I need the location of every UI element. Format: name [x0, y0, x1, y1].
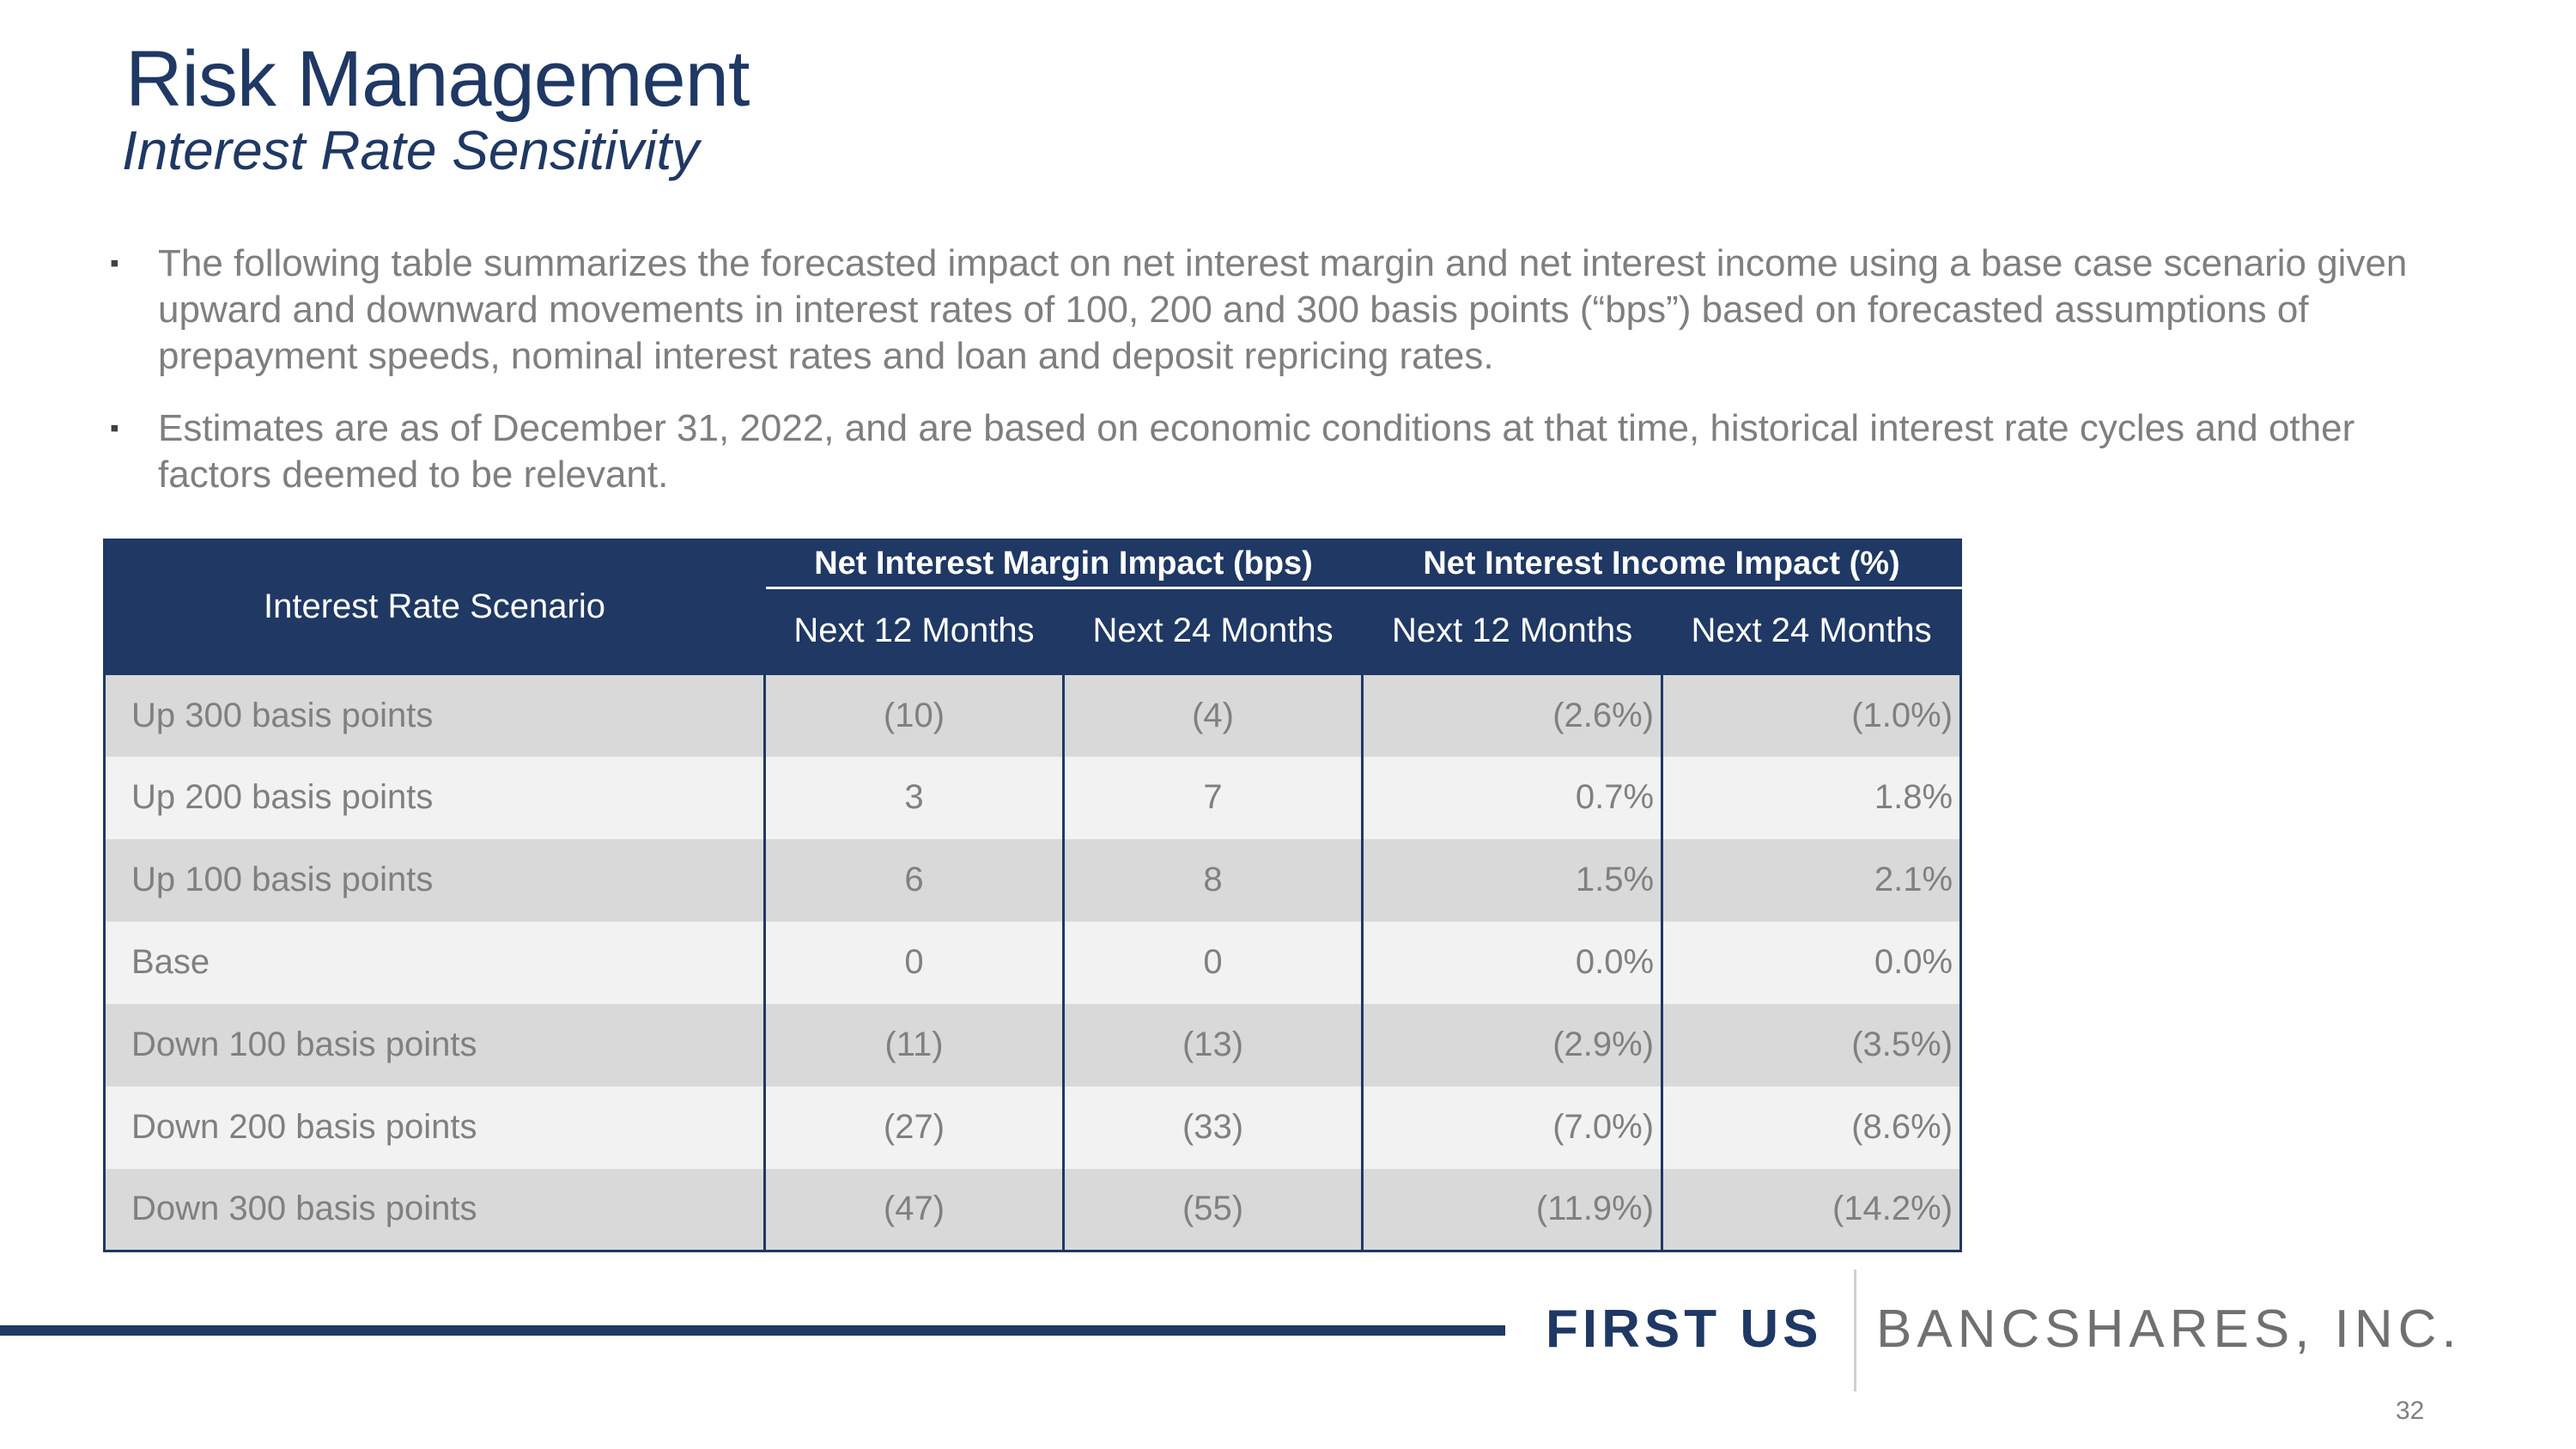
value-cell: 1.8% — [1661, 756, 1963, 839]
nii-group-header: Net Interest Income Impact (%) — [1361, 539, 1963, 589]
scenario-cell: Up 200 basis points — [103, 756, 765, 839]
value-cell: (11) — [763, 1003, 1064, 1087]
table-row: Base 0 0 0.0% 0.0% — [103, 921, 1963, 1004]
value-cell: (1.0%) — [1661, 673, 1963, 757]
table-row: Down 300 basis points (47) (55) (11.9%) (14.… — [103, 1168, 1963, 1252]
bullet-text: Estimates are as of December 31, 2022, a… — [158, 407, 2355, 496]
bullet-item: ▪ Estimates are as of December 31, 2022, … — [110, 405, 2428, 498]
column-header: Next 24 Months — [1061, 587, 1364, 675]
value-cell: (2.9%) — [1361, 1003, 1662, 1087]
table-row: Down 100 basis points (11) (13) (2.9%) (3.5%… — [103, 1003, 1963, 1087]
value-cell: (33) — [1061, 1086, 1363, 1169]
page-subtitle: Interest Rate Sensitivity — [122, 119, 700, 181]
scenario-cell: Up 100 basis points — [103, 838, 765, 922]
table-row: Down 200 basis points (27) (33) (7.0%) (8.6%… — [103, 1086, 1963, 1169]
scenario-cell: Down 100 basis points — [103, 1003, 765, 1087]
nim-group-header: Net Interest Margin Impact (bps) — [762, 539, 1364, 589]
value-cell: 7 — [1061, 756, 1363, 839]
value-cell: 8 — [1061, 838, 1363, 922]
value-cell: (10) — [763, 673, 1064, 757]
bullet-list: ▪ The following table summarizes the fore… — [110, 240, 2428, 524]
bullet-text: The following table summarizes the forec… — [158, 242, 2408, 377]
scenario-header: Interest Rate Scenario — [103, 539, 766, 675]
bullet-item: ▪ The following table summarizes the fore… — [110, 240, 2428, 380]
value-cell: (27) — [763, 1086, 1064, 1169]
column-header: Next 12 Months — [763, 587, 1065, 675]
value-cell: (3.5%) — [1661, 1003, 1963, 1087]
table-row: Up 200 basis points 3 7 0.7% 1.8% — [103, 756, 1963, 839]
value-cell: (7.0%) — [1361, 1086, 1662, 1169]
scenario-cell: Down 200 basis points — [103, 1086, 765, 1169]
value-cell: (55) — [1061, 1168, 1363, 1252]
value-cell: (2.6%) — [1361, 673, 1662, 757]
value-cell: 0.0% — [1361, 921, 1662, 1004]
scenario-cell: Up 300 basis points — [103, 673, 765, 757]
value-cell: (11.9%) — [1361, 1168, 1662, 1252]
bullet-icon: ▪ — [110, 414, 119, 442]
scenario-cell: Down 300 basis points — [103, 1168, 765, 1252]
rate-sensitivity-table: Interest Rate Scenario Net Interest Marg… — [103, 539, 1963, 1252]
value-cell: 6 — [763, 838, 1064, 922]
table-row: Up 300 basis points (10) (4) (2.6%) (1.0%) — [103, 673, 1963, 757]
column-header: Next 24 Months — [1661, 587, 1963, 675]
value-cell: 0 — [763, 921, 1064, 1004]
logo-divider — [1854, 1269, 1856, 1391]
logo-first-us: FIRST US — [1546, 1300, 1823, 1359]
value-cell: 1.5% — [1361, 838, 1662, 922]
value-cell: 0.7% — [1361, 756, 1662, 839]
footer-rule — [0, 1325, 1505, 1336]
value-cell: (47) — [763, 1168, 1064, 1252]
column-header: Next 12 Months — [1361, 587, 1664, 675]
table-row: Up 100 basis points 6 8 1.5% 2.1% — [103, 838, 1963, 922]
scenario-cell: Base — [103, 921, 765, 1004]
value-cell: 0.0% — [1661, 921, 1963, 1004]
value-cell: 2.1% — [1661, 838, 1963, 922]
value-cell: (13) — [1061, 1003, 1363, 1087]
value-cell: (14.2%) — [1661, 1168, 1963, 1252]
logo-bancshares: BANCSHARES, INC. — [1876, 1300, 2462, 1359]
value-cell: (4) — [1061, 673, 1363, 757]
page-number: 32 — [2396, 1397, 2425, 1425]
value-cell: (8.6%) — [1661, 1086, 1963, 1169]
value-cell: 0 — [1061, 921, 1363, 1004]
value-cell: 3 — [763, 756, 1064, 839]
bullet-icon: ▪ — [110, 249, 119, 277]
page-title: Risk Management — [125, 35, 750, 123]
